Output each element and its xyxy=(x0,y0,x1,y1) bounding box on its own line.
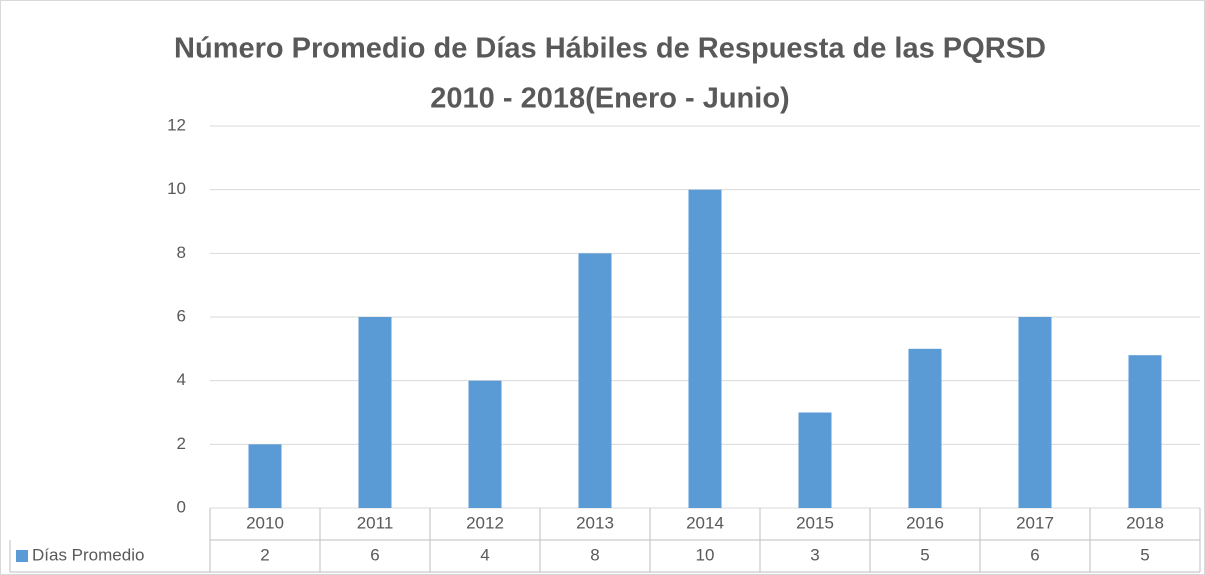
x-tick-label: 2015 xyxy=(796,513,834,532)
chart-title: Número Promedio de Días Hábiles de Respu… xyxy=(174,33,1046,65)
x-tick-label: 2010 xyxy=(246,513,284,532)
data-table-cell: 4 xyxy=(480,545,489,564)
data-table-cell: 2 xyxy=(260,545,269,564)
y-tick-label: 10 xyxy=(167,179,186,198)
bar xyxy=(688,189,722,508)
data-table-cell: 8 xyxy=(590,545,599,564)
y-tick-label: 0 xyxy=(177,497,186,516)
data-table-cell: 3 xyxy=(810,545,819,564)
bar xyxy=(358,317,392,508)
data-table-cell: 6 xyxy=(1030,545,1039,564)
bar xyxy=(798,412,832,508)
legend-label: Días Promedio xyxy=(32,545,144,564)
y-tick-label: 2 xyxy=(177,434,186,453)
y-tick-label: 6 xyxy=(177,306,186,325)
data-table-cell: 5 xyxy=(920,545,929,564)
x-tick-label: 2011 xyxy=(357,513,394,532)
bar xyxy=(1018,317,1052,508)
x-tick-label: 2018 xyxy=(1126,513,1164,532)
bar xyxy=(908,348,942,508)
x-tick-label: 2013 xyxy=(576,513,614,532)
data-table-cell: 10 xyxy=(696,545,715,564)
chart-title: 2010 - 2018(Enero - Junio) xyxy=(430,83,789,115)
y-tick-label: 4 xyxy=(177,370,186,389)
y-tick-label: 12 xyxy=(167,115,186,134)
x-tick-label: 2017 xyxy=(1016,513,1054,532)
x-tick-label: 2012 xyxy=(466,513,504,532)
y-tick-label: 8 xyxy=(177,243,186,262)
x-tick-label: 2014 xyxy=(686,513,724,532)
bar xyxy=(1128,355,1162,508)
data-table-cell: 5 xyxy=(1140,545,1149,564)
bar xyxy=(578,253,612,508)
bar xyxy=(468,380,502,508)
data-table-cell: 6 xyxy=(370,545,379,564)
legend-swatch xyxy=(16,550,28,562)
x-tick-label: 2016 xyxy=(906,513,944,532)
bar xyxy=(248,444,282,508)
